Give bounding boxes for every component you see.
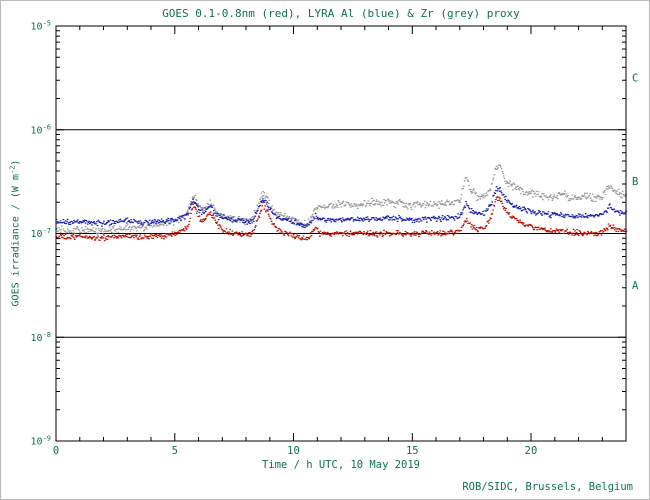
y-tick-label-1e-5: 10-5 bbox=[31, 20, 51, 33]
y-tick-label-1e-7: 10-7 bbox=[31, 227, 51, 240]
flare-class-label-c: C bbox=[632, 72, 638, 84]
y-tick-label-1e-9: 10-9 bbox=[31, 435, 51, 448]
y-tick-label-1e-8: 10-8 bbox=[31, 331, 51, 344]
y-axis-ticks bbox=[56, 25, 626, 442]
y-axis-title-suffix: ) bbox=[10, 159, 22, 166]
y-axis-title-text: GOES irradiance / (W m bbox=[10, 174, 22, 307]
credit-text: ROB/SIDC, Brussels, Belgium bbox=[462, 481, 633, 493]
x-tick-label-0: 0 bbox=[53, 445, 59, 457]
flare-class-label-a: A bbox=[632, 280, 639, 292]
x-tick-label-15: 15 bbox=[406, 445, 419, 457]
y-axis-title: GOES irradiance / (W m-2) bbox=[8, 160, 21, 307]
x-tick-label-20: 20 bbox=[525, 445, 538, 457]
flare-class-label-b: B bbox=[632, 176, 638, 188]
chart-title: GOES 0.1-0.8nm (red), LYRA Al (blue) & Z… bbox=[162, 7, 520, 20]
y-axis-title-exponent: -2 bbox=[8, 165, 17, 175]
y-tick-label-1e-6: 10-6 bbox=[31, 123, 51, 136]
x-tick-label-10: 10 bbox=[287, 445, 300, 457]
x-axis-title: Time / h UTC, 10 May 2019 bbox=[261, 459, 421, 471]
x-axis-ticks bbox=[55, 26, 627, 441]
x-tick-label-5: 5 bbox=[172, 445, 178, 457]
